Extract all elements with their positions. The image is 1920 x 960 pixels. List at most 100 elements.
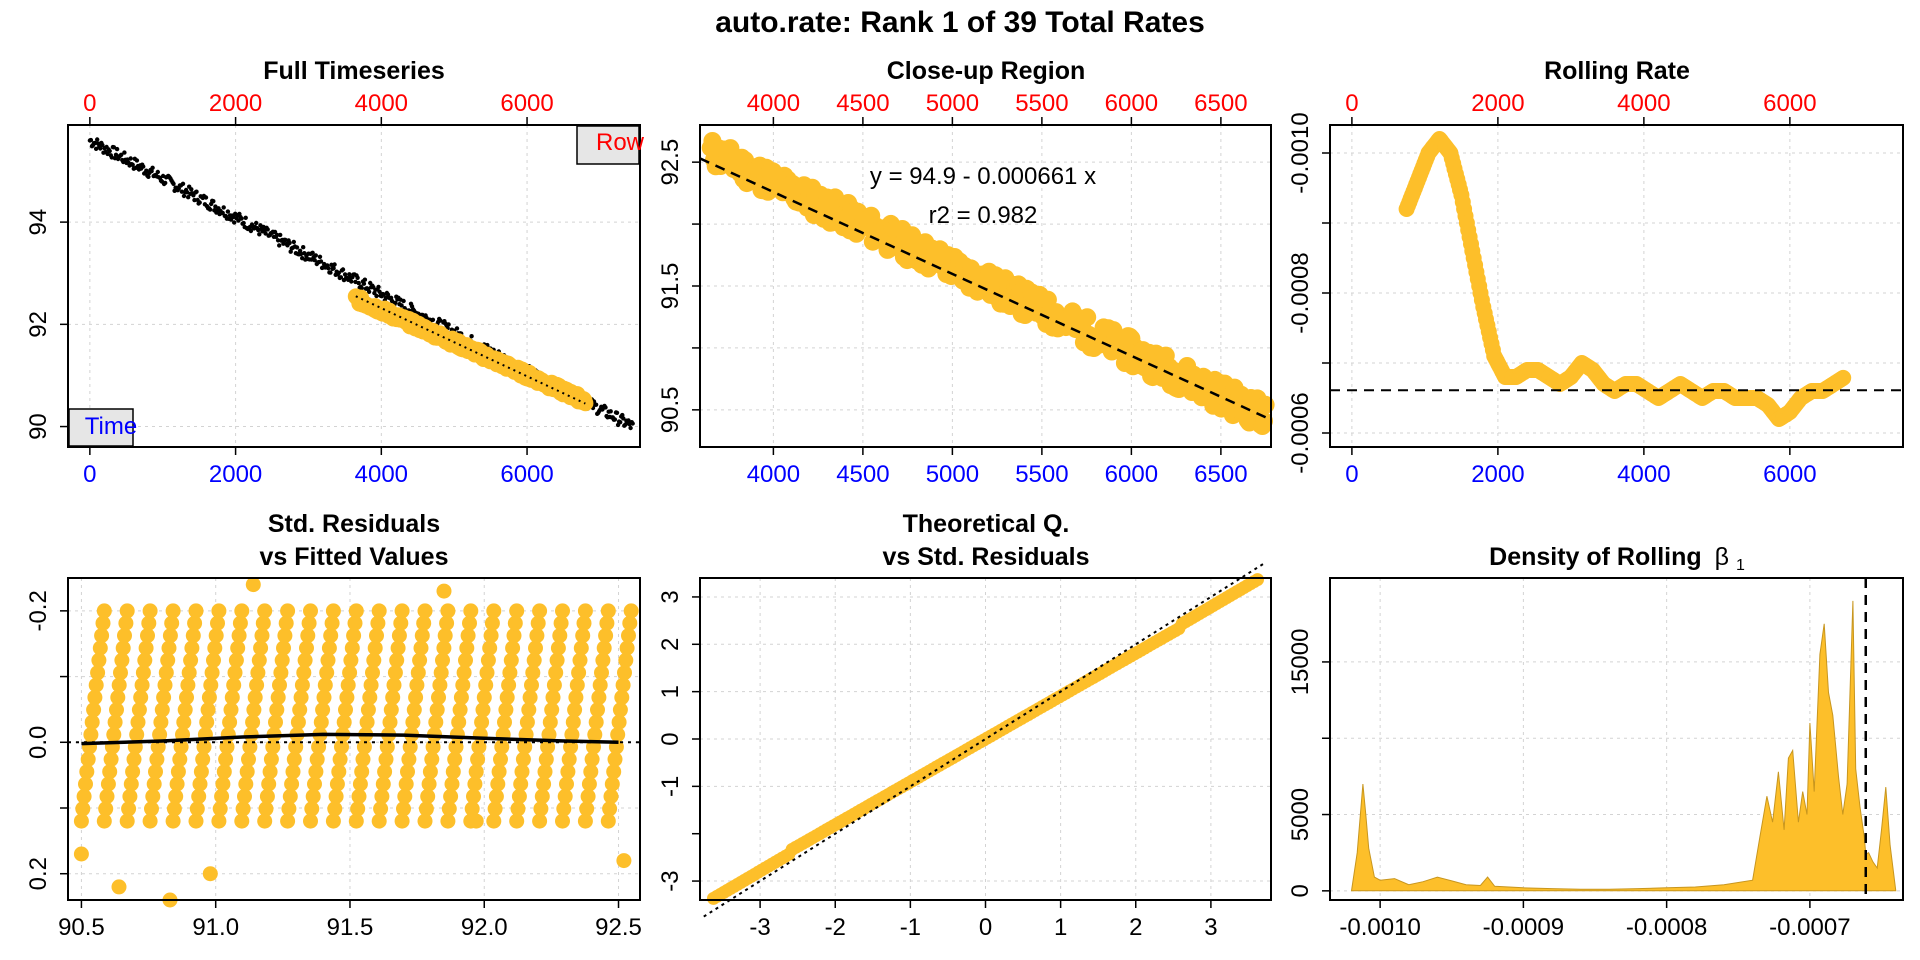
residual-point (148, 764, 163, 780)
residual-point (348, 813, 364, 829)
x-tick-label: 0 (1345, 461, 1358, 488)
full-series-point (197, 200, 202, 205)
full-series-point (232, 220, 237, 225)
fit-line (699, 157, 1272, 421)
residual-point (498, 702, 514, 718)
residual-point (602, 801, 618, 817)
residual-point (363, 677, 379, 693)
full-series-point (128, 156, 133, 161)
residual-point (503, 652, 519, 668)
residual-point (149, 751, 165, 767)
residual-point (603, 788, 619, 804)
plot-border (67, 577, 641, 901)
residual-point (83, 727, 99, 743)
residual-point (166, 801, 182, 817)
residual-point (164, 615, 180, 631)
residual-point (347, 615, 363, 631)
residual-point (212, 801, 228, 817)
residual-point (181, 665, 197, 681)
beta-subscript: 1 (1736, 557, 1745, 574)
residual-point (239, 764, 255, 780)
x-top-tick-label: 6000 (1105, 90, 1158, 117)
plot-border (1329, 577, 1904, 901)
x-tick-label: 6000 (1763, 461, 1816, 488)
panel-title-qq-line1: Theoretical Q. (903, 510, 1070, 538)
residual-point (560, 764, 576, 780)
residual-point (378, 751, 394, 767)
residual-point (172, 751, 188, 767)
residual-point (299, 640, 314, 656)
residual-point (379, 739, 395, 755)
panel-title-density: Density of Rolling β 1 (1489, 543, 1745, 574)
x-tick-label: 2000 (1471, 461, 1524, 488)
full-series-point (248, 228, 254, 234)
residual-point (133, 689, 149, 705)
full-series-point (181, 193, 187, 199)
residual-point (255, 615, 271, 631)
residual-point (530, 615, 546, 631)
residual-point (75, 801, 91, 817)
residual-point (327, 801, 343, 817)
residual-point (309, 751, 325, 767)
residual-point (176, 714, 192, 730)
residual-point (141, 615, 157, 631)
full-series-point (144, 168, 149, 173)
residual-point (394, 603, 410, 619)
panel-title-residuals-line1: Std. Residuals (268, 510, 440, 538)
residual-point (377, 764, 393, 780)
x-tick-label: 2 (1129, 914, 1142, 941)
x-top-tick-label: 4000 (747, 90, 800, 117)
residual-point (340, 677, 356, 693)
residual-point (183, 652, 199, 668)
residual-point (455, 677, 471, 693)
residual-point (274, 652, 290, 668)
full-series-point (388, 295, 394, 300)
residual-point (200, 702, 216, 718)
x-tick-label: -0.0007 (1769, 914, 1850, 941)
residual-point (536, 776, 552, 792)
y-tick-label: 5000 (1287, 788, 1314, 841)
panel-title-closeup: Close-up Region (887, 57, 1086, 85)
residual-point (553, 615, 569, 631)
residual-point (257, 603, 273, 619)
residual-point (189, 801, 205, 817)
legend-time-box (68, 408, 134, 447)
residual-point (121, 801, 137, 817)
x-tick-label: 4500 (836, 461, 889, 488)
full-series-point (263, 231, 268, 236)
residual-point (519, 714, 535, 730)
residual-point (119, 813, 135, 829)
full-series-point (318, 259, 324, 264)
residual-point (161, 640, 177, 656)
residual-point (313, 714, 329, 730)
residual-point (234, 603, 250, 619)
residual-point (241, 751, 256, 767)
full-series-point (331, 266, 336, 271)
y-tick-label: 0 (657, 732, 684, 745)
residual-point (185, 628, 201, 644)
legend-row-label: Row (596, 129, 645, 156)
density-title-text: Density of Rolling (1489, 543, 1702, 571)
residual-point (484, 615, 500, 631)
residual-point (317, 677, 333, 693)
residual-point (160, 652, 176, 668)
smooth-line (81, 732, 619, 746)
x-top-tick-label: 6500 (1194, 90, 1247, 117)
full-series-point (254, 220, 259, 226)
residual-point (390, 640, 406, 656)
full-series-point (310, 250, 315, 255)
residual-point (201, 689, 217, 705)
residual-point (400, 764, 415, 780)
residual-point (259, 788, 275, 804)
full-series-point (332, 262, 337, 267)
full-series-point (95, 137, 100, 142)
residual-point (497, 714, 512, 730)
full-series-point (349, 279, 354, 284)
plot-border (1329, 124, 1904, 448)
residual-point (371, 813, 387, 829)
residual-point (130, 714, 146, 730)
residual-point (278, 615, 294, 631)
residual-point (245, 714, 261, 730)
residual-point (591, 689, 607, 705)
residual-point (315, 702, 331, 718)
